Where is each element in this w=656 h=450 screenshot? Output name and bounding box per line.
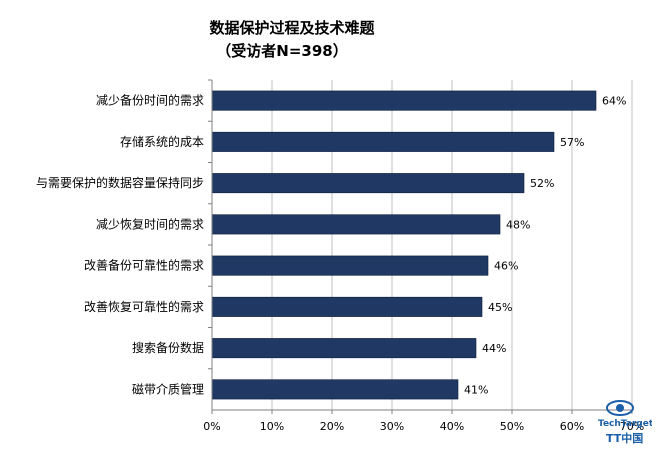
eye-logo-icon [606, 400, 634, 416]
x-tick-label: 70% [620, 420, 644, 433]
bar [211, 131, 555, 152]
category-label: 改善恢复可靠性的需求 [84, 299, 204, 314]
value-label: 64% [602, 95, 626, 108]
category-label: 减少备份时间的需求 [96, 93, 204, 108]
bar [211, 214, 501, 235]
bar [211, 255, 489, 276]
x-tick-label: 40% [440, 420, 464, 433]
category-label: 与需要保护的数据容量保持同步 [36, 175, 204, 190]
bar [211, 173, 525, 194]
gridlines [271, 80, 633, 410]
techtarget-logo: TechTarget TT中国 [598, 400, 652, 445]
x-tick-label: 10% [260, 420, 284, 433]
bar [211, 338, 477, 359]
axes: 0% 10% 20% 30% 40% 50% 60% 70% 减少备份时间的需求存储系统的成本与… [36, 79, 644, 433]
bar [211, 296, 483, 317]
x-tick-label: 20% [320, 420, 344, 433]
x-tick-label: 0% [203, 420, 220, 433]
value-label: 45% [488, 301, 512, 314]
category-label: 减少恢复时间的需求 [96, 216, 204, 231]
value-label: 57% [560, 136, 584, 149]
value-label: 41% [464, 383, 488, 396]
value-label: 52% [530, 177, 554, 190]
category-label: 磁带介质管理 [132, 381, 204, 396]
x-tick-label: 60% [560, 420, 584, 433]
value-label: 46% [494, 260, 518, 273]
category-label: 搜索备份数据 [132, 340, 204, 355]
bar [211, 90, 597, 111]
x-tick-label: 30% [380, 420, 404, 433]
logo-text-cn: TT中国 [606, 431, 643, 445]
logo-text: TechTarget [598, 419, 652, 429]
value-label: 44% [482, 342, 506, 355]
category-label: 改善备份可靠性的需求 [84, 258, 204, 273]
chart-subtitle: （受访者N=398） [216, 42, 347, 60]
x-tick-label: 50% [500, 420, 524, 433]
value-label: 48% [506, 218, 530, 231]
bar [211, 379, 459, 400]
category-label: 存储系统的成本 [120, 134, 204, 149]
chart-title: 数据保护过程及技术难题 [209, 19, 375, 37]
bars: 64% 57% 52% 48% 46% 45% 44% 41% [211, 90, 626, 400]
